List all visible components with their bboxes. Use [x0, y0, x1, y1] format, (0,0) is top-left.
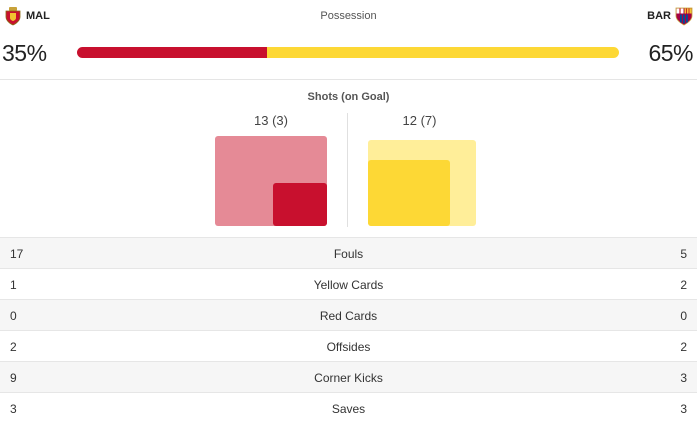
stat-home-value: 1 — [10, 278, 17, 292]
stat-home-value: 3 — [10, 402, 17, 416]
away-possession: 65% — [648, 40, 693, 66]
section-divider — [0, 79, 697, 80]
stat-row: 17 Fouls 5 — [0, 237, 697, 268]
home-possession-bar — [77, 47, 267, 58]
stat-name: Fouls — [333, 247, 364, 261]
stat-row: 2 Offsides 2 — [0, 330, 697, 361]
shots-title: Shots (on Goal) — [307, 91, 390, 103]
stat-name: Saves — [331, 402, 366, 416]
mallorca-crest-icon — [5, 7, 21, 26]
barcelona-crest-icon — [675, 7, 693, 26]
stats-table: 17 Fouls 5 1 Yellow Cards 2 0 Red Cards … — [0, 237, 697, 423]
stat-name: Red Cards — [319, 309, 378, 323]
home-team[interactable]: MAL — [4, 6, 50, 26]
stat-row: 1 Yellow Cards 2 — [0, 268, 697, 299]
home-team-abbr: MAL — [26, 10, 50, 22]
away-team[interactable]: BAR — [647, 6, 693, 26]
stat-away-value: 3 — [680, 402, 687, 416]
stat-home-value: 0 — [10, 309, 17, 323]
stat-name: Offsides — [326, 340, 371, 354]
possession-bar — [77, 47, 619, 58]
stat-home-value: 2 — [10, 340, 17, 354]
stat-row: 3 Saves 3 — [0, 392, 697, 423]
stat-name: Yellow Cards — [313, 278, 384, 292]
stat-away-value: 2 — [680, 278, 687, 292]
shots-divider — [347, 113, 348, 227]
stat-away-value: 3 — [680, 371, 687, 385]
possession-title: Possession — [320, 10, 377, 22]
home-shots-label: 13 (3) — [254, 113, 288, 128]
home-shots-on-goal-box — [273, 182, 327, 226]
stat-row: 0 Red Cards 0 — [0, 299, 697, 330]
stat-home-value: 9 — [10, 371, 17, 385]
away-shots-on-goal-box — [368, 159, 451, 226]
away-team-abbr: BAR — [647, 10, 671, 22]
stat-away-value: 2 — [680, 340, 687, 354]
away-shots-label: 12 (7) — [402, 113, 437, 128]
away-possession-bar — [266, 47, 619, 58]
stat-home-value: 17 — [10, 247, 24, 261]
stat-away-value: 0 — [680, 309, 687, 323]
stat-name: Corner Kicks — [314, 371, 383, 385]
home-possession: 35% — [2, 40, 47, 66]
stat-away-value: 5 — [680, 247, 687, 261]
stat-row: 9 Corner Kicks 3 — [0, 361, 697, 392]
